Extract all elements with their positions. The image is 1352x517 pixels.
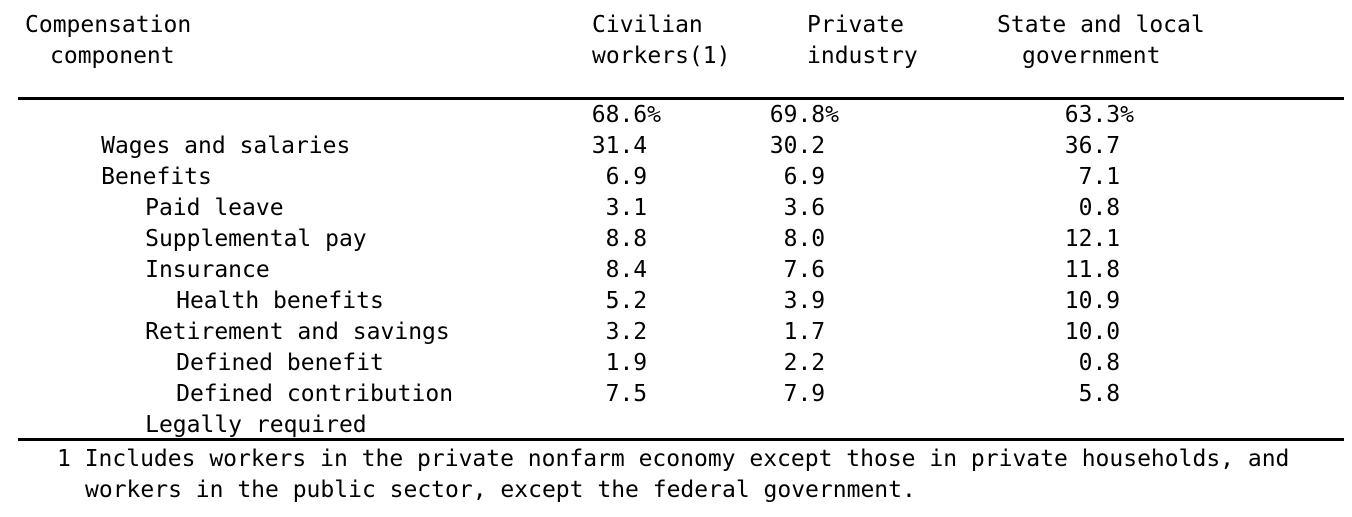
table-row: Wages and salaries 68.6% 69.8% 63.3% [0,100,1352,159]
cell-private-industry: 69.8% [770,100,839,131]
row-label: Insurance [145,257,270,283]
footnote-line-1: 1 Includes workers in the private nonfar… [57,446,1290,472]
column-header-civilian-line-1: Civilian [592,12,703,38]
percent-sign: % [1120,102,1135,128]
column-header-private-line-1: Private [807,12,904,38]
row-label: Benefits [101,164,212,190]
row-label: Health benefits [176,288,384,314]
cell-civilian-workers: 5.2 [605,288,648,314]
table-row: Defined contribution 1.9 2.2 0.8 [0,348,1352,407]
row-header-line-1: Compensation [25,12,192,38]
row-label: Retirement and savings [145,319,450,345]
cell-state-local-government: 63.3% [1065,100,1134,131]
cell-civilian-workers: 3.1 [605,195,648,221]
row-label: Paid leave [145,195,284,221]
cell-private-industry: 3.6 [783,195,826,221]
header-divider-rule [18,97,1344,100]
cell-private-industry: 6.9 [783,164,826,190]
row-header-line-2: component [50,43,175,69]
cell-civilian-workers: 8.8 [605,226,648,252]
column-header-state-local-line-2: government [1022,43,1161,69]
column-header-private-line-2: industry [807,43,918,69]
cell-civilian-workers: 68.6% [592,100,661,131]
cell-civilian-workers: 3.2 [605,319,648,345]
table-row: Paid leave 6.9 6.9 7.1 [0,162,1352,221]
cell-civilian-workers: 31.4 [591,133,648,159]
cell-state-local-government: 0.8 [1078,350,1121,376]
cell-state-local-government: 11.8 [1064,257,1121,283]
row-label: Wages and salaries [101,133,351,159]
column-header-civilian-line-2: workers(1) [592,43,731,69]
column-header-state-local-line-1: State and local [997,12,1205,38]
cell-civilian-workers: 8.4 [605,257,648,283]
cell-state-local-government: 0.8 [1078,195,1121,221]
table-row: Retirement and savings 5.2 3.9 10.9 [0,286,1352,345]
cell-state-local-government: 5.8 [1078,381,1121,407]
cell-state-local-government: 10.0 [1064,319,1121,345]
table-row: Insurance 8.8 8.0 12.1 [0,224,1352,283]
footer-divider-rule [18,438,1344,441]
cell-state-local-government: 7.1 [1078,164,1121,190]
cell-state-local-government: 12.1 [1064,226,1121,252]
percent-sign: % [647,102,662,128]
cell-private-industry: 7.6 [783,257,826,283]
table-row: Legally required 7.5 7.9 5.8 [0,379,1352,438]
cell-civilian-workers: 1.9 [605,350,648,376]
table-body: Wages and salaries 68.6% 69.8% 63.3% Ben… [0,100,1352,438]
cell-civilian-workers: 7.5 [605,381,648,407]
table-row: Health benefits 8.4 7.6 11.8 [0,255,1352,314]
row-label: Supplemental pay [145,226,367,252]
cell-state-local-government: 10.9 [1064,288,1121,314]
footnote-line-2: workers in the public sector, except the… [85,477,916,503]
cell-state-local-government: 36.7 [1064,133,1121,159]
cell-private-industry: 8.0 [783,226,826,252]
cell-private-industry: 1.7 [783,319,826,345]
row-label: Defined contribution [176,381,454,407]
table-row: Defined benefit 3.2 1.7 10.0 [0,317,1352,376]
cell-civilian-workers: 6.9 [605,164,648,190]
table-row: Benefits 31.4 30.2 36.7 [0,131,1352,190]
percent-sign: % [825,102,840,128]
cell-private-industry: 2.2 [783,350,826,376]
cell-private-industry: 3.9 [783,288,826,314]
table-row: Supplemental pay 3.1 3.6 0.8 [0,193,1352,252]
row-label: Legally required [145,412,367,438]
cell-private-industry: 7.9 [783,381,826,407]
row-label: Defined benefit [176,350,384,376]
cell-private-industry: 30.2 [769,133,826,159]
